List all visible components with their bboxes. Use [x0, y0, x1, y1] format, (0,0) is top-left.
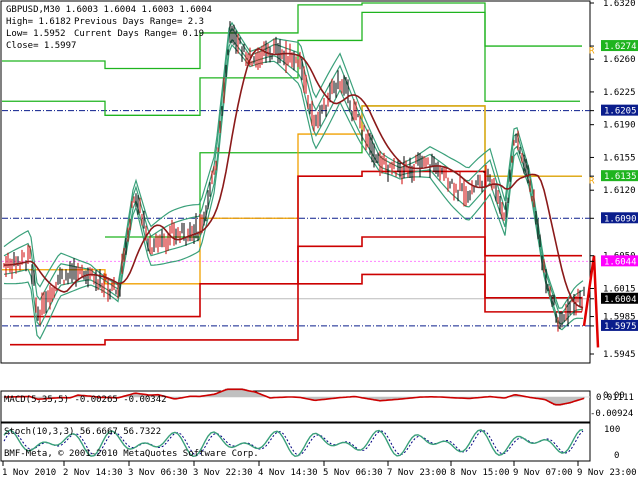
time-label: 7 Nov 23:00: [387, 468, 447, 478]
time-label: 3 Nov 22:30: [193, 468, 253, 478]
price-label: 1.6155: [603, 153, 636, 163]
price-label: 1.6260: [603, 55, 636, 65]
stoch-signal-line: [3, 430, 584, 456]
time-axis: 1 Nov 2010 2 Nov 14:30 3 Nov 06:30 3 Nov 22…: [2, 461, 637, 478]
macd-axis-top: 0.01111: [596, 393, 634, 403]
price-label-highlight: [601, 170, 638, 182]
price-label: 1.5945: [603, 350, 636, 360]
stoch-pane[interactable]: [0, 422, 591, 462]
price-label-highlight: [601, 40, 638, 52]
price-label: 1.6090: [604, 214, 637, 224]
r-marker: R: [589, 177, 595, 187]
price-label: 1.6190: [603, 121, 636, 131]
low-line: Low= 1.5952: [6, 29, 66, 39]
time-label: 9 Nov 23:00: [577, 468, 637, 478]
price-label: 1.6044: [604, 257, 637, 267]
price-label: 1.6205: [604, 107, 637, 117]
price-label: 1.5985: [603, 313, 636, 323]
time-label: 1 Nov 2010: [2, 468, 56, 478]
price-label-highlight: [601, 255, 638, 267]
close-line: Close= 1.5997: [6, 41, 76, 51]
pivot-step-line: [298, 273, 582, 313]
time-label: 4 Nov 14:30: [258, 468, 318, 478]
macd-signal-line: [4, 388, 585, 406]
macd-series: [2, 388, 590, 406]
high-line: High= 1.6182: [6, 17, 71, 27]
symbol-line: GBPUSD,M30 1.6003 1.6004 1.6003 1.6004: [6, 5, 212, 15]
price-label: 1.6135: [604, 172, 637, 182]
price-series: [2, 2, 600, 348]
price-label-highlight: [601, 292, 638, 304]
price-label-highlight: [601, 319, 638, 331]
r-marker: R: [589, 47, 595, 57]
moving-average-line: [3, 47, 584, 309]
price-label: 1.6274: [604, 42, 637, 52]
macd-label: MACD(5,35,5) -0.00265 -0.00342: [4, 395, 167, 405]
pivot-step-line: [2, 2, 582, 70]
price-label-highlight: [601, 104, 638, 116]
price-label: 1.6015: [603, 284, 636, 294]
pivot-step-line: [10, 236, 582, 346]
time-label: 2 Nov 14:30: [63, 468, 123, 478]
price-label: 1.6225: [603, 88, 636, 98]
copyright-text: BMF-Meta, © 2001-2010 MetaQuotes Softwar…: [4, 449, 259, 459]
price-label: 1.5975: [604, 322, 637, 332]
price-label: 1.6320: [603, 0, 636, 9]
prev-range-line: Previous Days Range= 2.3: [74, 17, 204, 27]
time-label: 3 Nov 06:30: [128, 468, 188, 478]
macd-axis-bottom: -0.00924: [590, 409, 633, 419]
stoch-axis-bottom: 0: [614, 451, 619, 461]
time-label: 8 Nov 15:00: [450, 468, 510, 478]
macd-axis-mid: 0.00: [603, 391, 625, 401]
stoch-label: Stoch(10,3,3) 56.6667 56.7322: [4, 427, 161, 437]
bollinger-lower: [3, 43, 584, 340]
price-label-highlight: [601, 212, 638, 224]
curr-range-line: Current Days Range= 0.19: [74, 29, 204, 39]
price-label: 1.6004: [604, 295, 637, 305]
time-label: 9 Nov 07:00: [513, 468, 573, 478]
stoch-main-line: [3, 429, 584, 458]
stoch-axis-top: 100: [604, 425, 620, 435]
time-label: 5 Nov 06:30: [323, 468, 383, 478]
pivot-step-line: [10, 170, 582, 318]
stoch-series: [3, 429, 584, 458]
price-axis: 1.6320 1.6274 1.6260 1.6225 1.6205 1.6190 1.61…: [589, 0, 638, 360]
price-label: 1.6120: [603, 186, 636, 196]
